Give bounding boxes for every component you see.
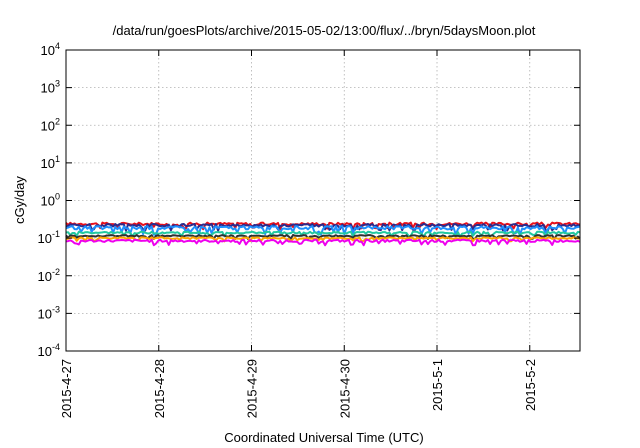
y-tick-label: 10-3 [38, 304, 60, 321]
y-tick-label: 104 [41, 41, 60, 58]
chart-title: /data/run/goesPlots/archive/2015-05-02/1… [113, 23, 536, 38]
x-axis-label: Coordinated Universal Time (UTC) [224, 430, 423, 445]
x-tick-label: 2015-4-28 [152, 359, 167, 418]
series-line [65, 238, 581, 247]
x-tick-label: 2015-5-1 [430, 359, 445, 411]
x-tick-label: 2015-4-29 [245, 359, 260, 418]
series-group [65, 221, 581, 247]
x-tick-label: 2015-4-27 [59, 359, 74, 418]
y-tick-label: 103 [41, 79, 60, 96]
y-tick-label: 101 [41, 154, 60, 171]
y-tick-label: 10-2 [38, 267, 60, 284]
grid [66, 50, 580, 351]
x-tick-label: 2015-5-2 [523, 359, 538, 411]
y-tick-label: 10-4 [38, 342, 60, 359]
y-ticks: 104 103 102 101 100 10-1 10-2 10-3 10-4 [38, 41, 580, 359]
series-line [65, 230, 581, 238]
series-line [65, 223, 581, 232]
y-tick-label: 100 [41, 192, 60, 209]
x-ticks: 2015-4-27 2015-4-28 2015-4-29 2015-4-30 2015… [59, 50, 538, 418]
y-tick-label: 102 [41, 116, 60, 133]
y-tick-label: 10-1 [38, 229, 60, 246]
series-line [65, 236, 581, 243]
y-axis-label: cGy/day [12, 176, 27, 224]
series-line [65, 225, 581, 236]
x-tick-label: 2015-4-30 [337, 359, 352, 418]
